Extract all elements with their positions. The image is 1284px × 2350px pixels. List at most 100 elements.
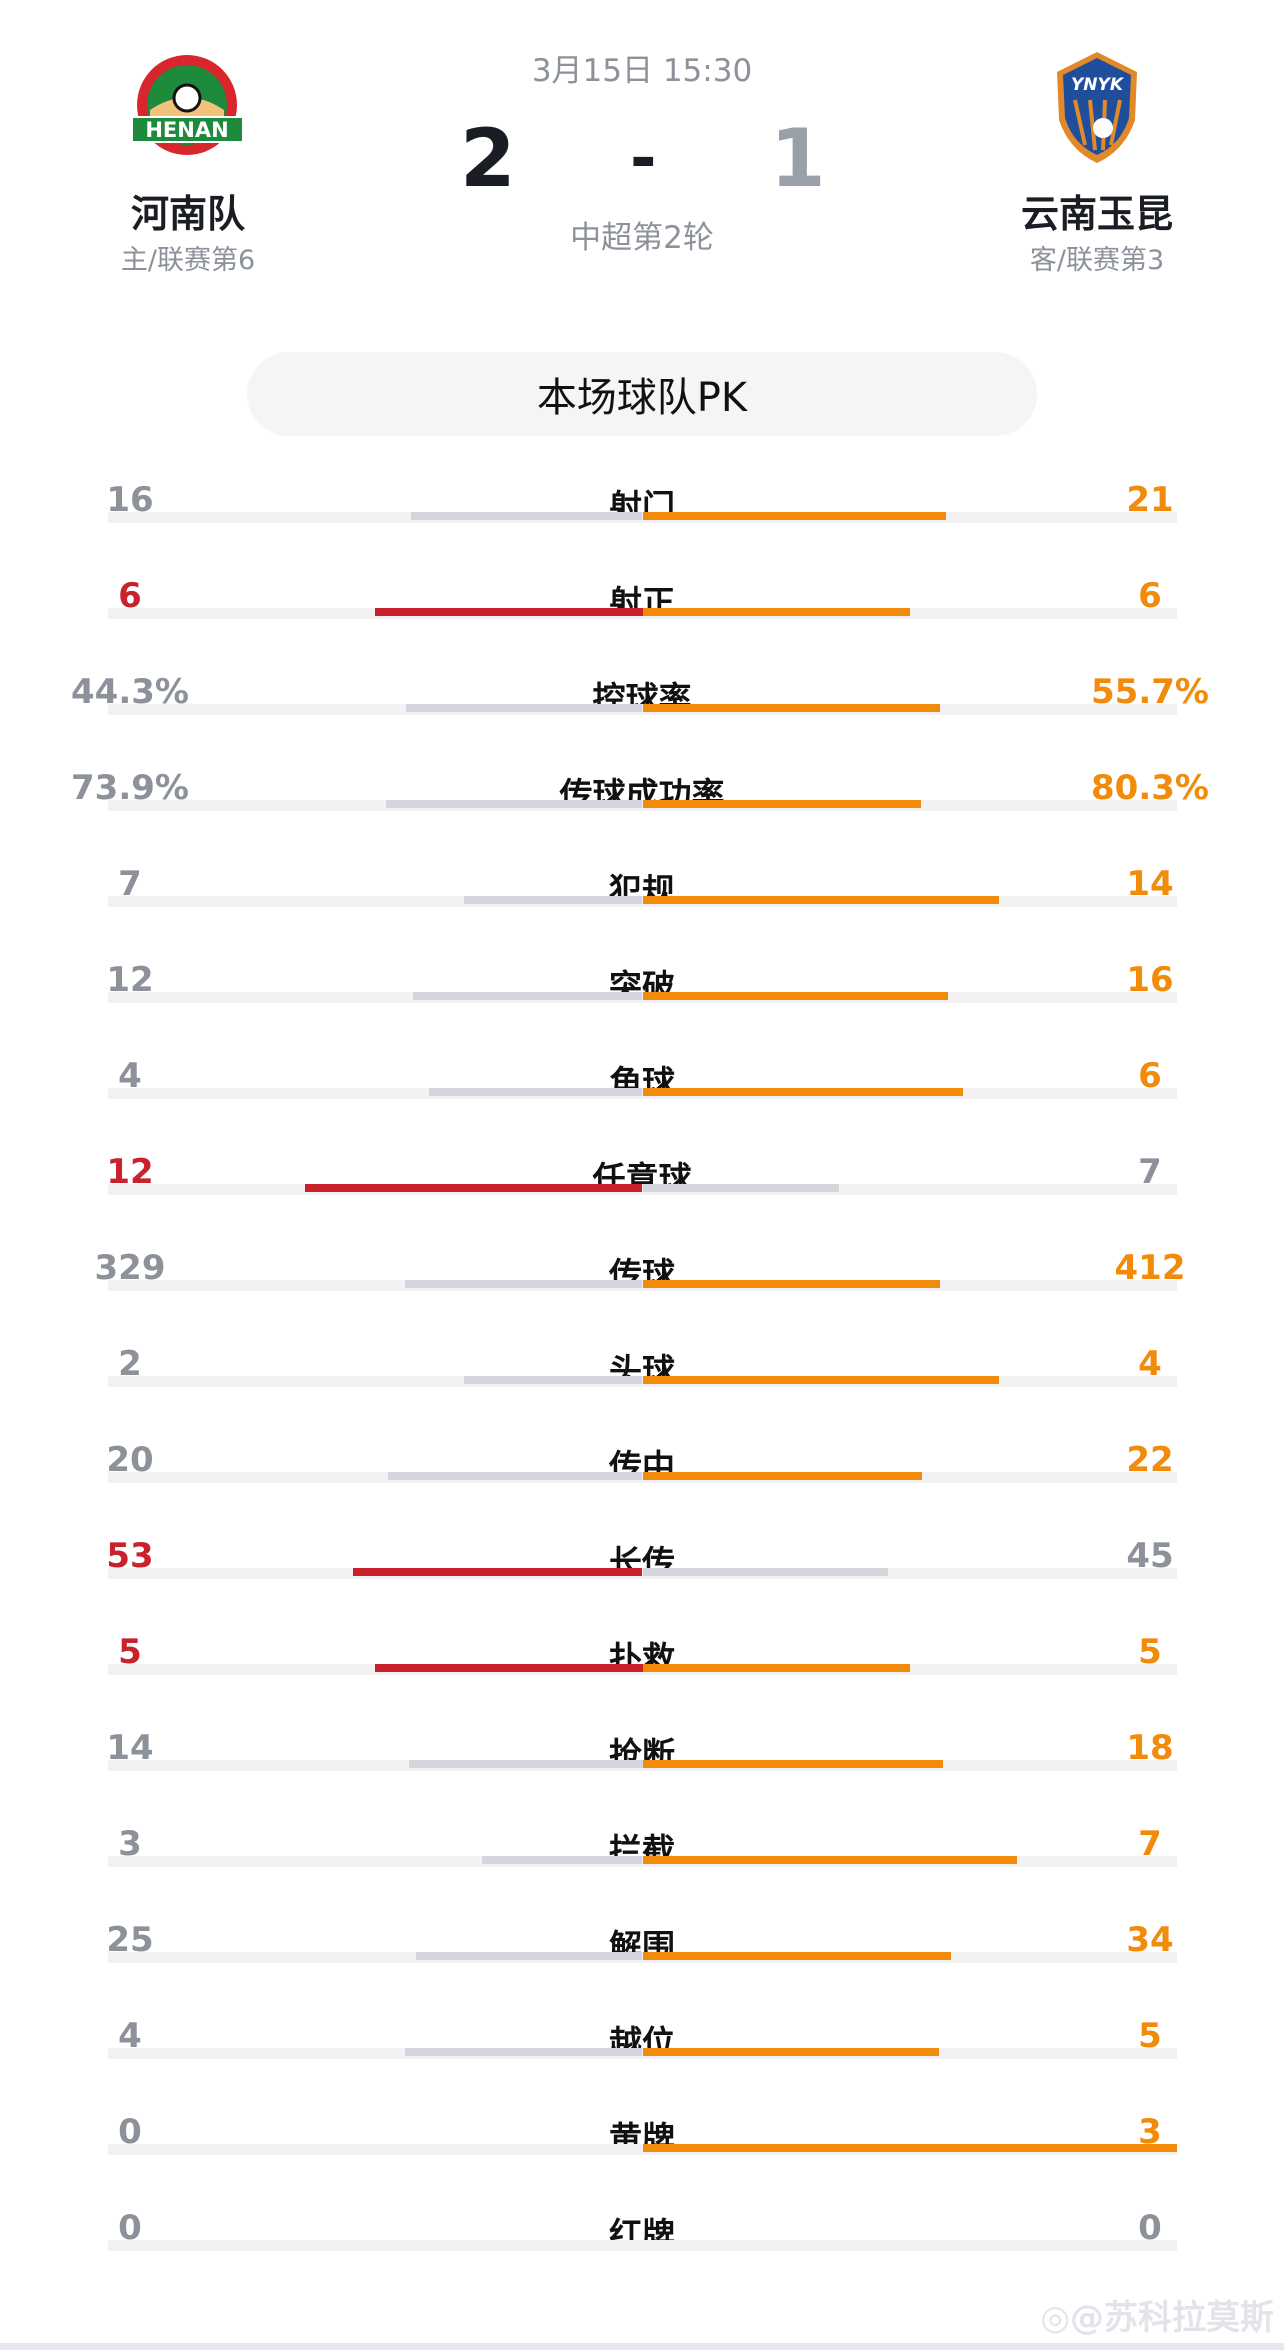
stat-row: 6 射正 6 (0, 576, 1284, 672)
stat-bar-track (108, 2240, 1177, 2251)
home-stat-bar (408, 1760, 643, 1768)
stat-row: 20 传中 22 (0, 1440, 1284, 1536)
home-stat-value: 0 (118, 2112, 142, 2152)
away-stat-value: 7 (1138, 1152, 1162, 1192)
home-stat-value: 4 (118, 1056, 142, 1096)
stat-bar-track (108, 704, 1177, 715)
watermark: ◎@苏科拉莫斯 (1040, 2290, 1274, 2339)
away-stat-bar (642, 2144, 1177, 2152)
home-stat-bar (464, 1376, 643, 1384)
stat-row: 44.3% 控球率 55.7% (0, 672, 1284, 768)
home-stat-value: 0 (118, 2208, 142, 2248)
away-team-logo: YNYK (1055, 50, 1140, 165)
away-stat-value: 4 (1138, 1344, 1162, 1384)
stat-bar-track (108, 1856, 1177, 1867)
home-stat-bar (387, 1472, 643, 1480)
home-score: 2 (460, 112, 516, 205)
team-pk-header: 本场球队PK (247, 352, 1037, 436)
home-stat-bar (375, 608, 643, 616)
stat-row: 7 犯规 14 (0, 864, 1284, 960)
away-stat-bar (642, 608, 910, 616)
stat-row: 0 红牌 0 (0, 2208, 1284, 2304)
away-stat-bar (642, 1184, 840, 1192)
away-team-name: 云南玉昆 (1020, 192, 1173, 236)
stat-row: 73.9% 传球成功率 80.3% (0, 768, 1284, 864)
away-stat-bar (642, 704, 941, 712)
away-stat-value: 7 (1138, 1824, 1162, 1864)
away-stat-value: 6 (1138, 576, 1162, 616)
score-separator: - (630, 122, 657, 196)
away-stat-bar (642, 1472, 923, 1480)
home-stat-value: 6 (118, 576, 142, 616)
team-pk-title: 本场球队PK (536, 375, 748, 421)
stat-row: 12 任意球 7 (0, 1152, 1284, 1248)
away-stat-value: 3 (1138, 2112, 1162, 2152)
away-stat-bar (642, 512, 946, 520)
home-stat-bar (464, 896, 643, 904)
stat-row: 329 传球 412 (0, 1248, 1284, 1344)
stat-bar-track (108, 896, 1177, 907)
home-team-logo: HENAN (130, 55, 245, 160)
home-stat-bar (411, 512, 643, 520)
stat-bar-track (108, 2144, 1177, 2155)
home-stat-value: 2 (118, 1344, 142, 1384)
home-stat-bar (353, 1568, 643, 1576)
stat-bar-track (108, 608, 1177, 619)
stat-row: 0 黄牌 3 (0, 2112, 1284, 2208)
stat-bar-track (108, 512, 1177, 523)
stat-row: 53 长传 45 (0, 1536, 1284, 1632)
stat-bar-track (108, 1376, 1177, 1387)
away-stat-bar (642, 1952, 951, 1960)
stat-row: 14 抢断 18 (0, 1728, 1284, 1824)
home-stat-bar (482, 1856, 643, 1864)
match-datetime: 3月15日 15:30 (531, 53, 753, 89)
home-stat-bar (404, 2048, 643, 2056)
home-stat-value: 7 (118, 864, 142, 904)
stat-bar-track (108, 1664, 1177, 1675)
home-stat-bar (304, 1184, 643, 1192)
away-stat-bar (642, 992, 948, 1000)
stat-row: 16 射门 21 (0, 480, 1284, 576)
stat-bar-track (108, 1184, 1177, 1195)
stat-bar-track (108, 1568, 1177, 1579)
home-team-rank: 主/联赛第6 (120, 245, 256, 276)
bottom-divider (0, 2343, 1284, 2350)
weibo-icon: ◎ (1040, 2298, 1070, 2338)
away-stat-bar (642, 1376, 999, 1384)
home-stat-bar (405, 704, 643, 712)
match-round: 中超第2轮 (570, 220, 714, 256)
away-stat-bar (642, 1664, 910, 1672)
stat-bar-track (108, 1088, 1177, 1099)
stat-bar-track (108, 800, 1177, 811)
home-stat-bar (428, 1088, 643, 1096)
stat-bar-track (108, 1952, 1177, 1963)
away-stat-bar (642, 1088, 964, 1096)
stat-row: 3 拦截 7 (0, 1824, 1284, 1920)
away-stat-value: 5 (1138, 2016, 1162, 2056)
home-stat-value: 4 (118, 2016, 142, 2056)
away-team-rank: 客/联赛第3 (1029, 245, 1165, 276)
home-team-name: 河南队 (130, 192, 245, 236)
home-stat-bar (413, 992, 643, 1000)
stat-row: 4 越位 5 (0, 2016, 1284, 2112)
away-stat-value: 0 (1138, 2208, 1162, 2248)
stat-bar-track (108, 1760, 1177, 1771)
stat-bar-track (108, 2048, 1177, 2059)
home-stat-value: 5 (118, 1632, 142, 1672)
home-stat-bar (416, 1952, 643, 1960)
away-stat-bar (642, 1760, 944, 1768)
away-stat-bar (642, 1568, 888, 1576)
away-stat-value: 6 (1138, 1056, 1162, 1096)
home-stat-bar (386, 800, 643, 808)
away-stat-bar (642, 2048, 940, 2056)
watermark-text: @苏科拉莫斯 (1070, 2298, 1274, 2338)
away-stat-value: 5 (1138, 1632, 1162, 1672)
stat-bar-track (108, 1280, 1177, 1291)
svg-text:HENAN: HENAN (145, 118, 228, 142)
away-stat-bar (642, 1856, 1017, 1864)
stat-row: 25 解围 34 (0, 1920, 1284, 2016)
stat-row: 2 头球 4 (0, 1344, 1284, 1440)
stat-bar-track (108, 1472, 1177, 1483)
stat-row: 5 扑救 5 (0, 1632, 1284, 1728)
away-stat-bar (642, 800, 921, 808)
